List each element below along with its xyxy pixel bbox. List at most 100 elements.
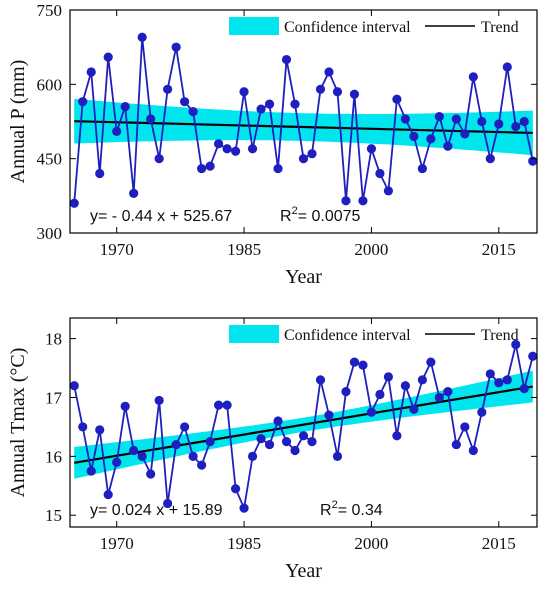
x-tick-label: 2015 [482,534,516,553]
x-tick-label: 2000 [354,534,388,553]
data-point [426,357,436,367]
data-point [477,116,487,127]
data-point [171,42,181,52]
r-squared-value: = 0.0075 [298,208,361,225]
data-point [366,407,377,417]
data-point [468,445,478,456]
data-point [324,67,334,77]
data-point [511,339,521,350]
data-point [163,84,173,94]
data-point [137,451,147,461]
data-point [519,384,529,394]
data-point [256,104,266,114]
x-axis-title: Year [285,560,322,582]
data-point [392,431,402,441]
data-point [375,168,385,179]
data-point [256,434,266,444]
data-point [375,389,385,400]
data-point [460,129,470,139]
data-point [307,149,317,159]
data-point [230,484,241,494]
data-point [264,99,275,109]
data-point [146,469,156,479]
data-point [264,439,275,450]
data-point [519,116,529,127]
legend-label-trend: Trend [481,19,519,36]
data-point [163,498,173,509]
data-point [120,401,130,411]
legend-label-confidence: Confidence interval [284,327,411,344]
data-point [451,439,461,450]
data-point [366,144,377,154]
data-point [86,466,96,476]
data-point [69,198,79,208]
data-point [129,188,139,198]
data-point [409,404,419,414]
data-point [315,375,326,385]
legend-swatch-confidence [229,17,279,35]
data-point [197,460,207,470]
legend-label-trend: Trend [481,327,519,344]
y-tick-label: 17 [45,388,63,407]
data-point [213,400,224,410]
data-point [205,161,215,171]
axes-frame [69,9,538,234]
data-point [180,97,190,107]
data-point [281,437,292,447]
data-point [485,369,495,379]
y-tick-label: 18 [45,330,62,349]
data-point [222,400,232,410]
data-point [460,422,470,432]
trend-line [74,385,533,464]
data-point [528,156,538,166]
legend-label-confidence: Confidence interval [284,19,411,36]
r-squared-sup: 2 [292,205,298,217]
data-point [69,381,79,391]
data-point [112,126,122,137]
data-point [349,89,360,99]
data-point [213,139,224,149]
x-tick-label: 1970 [100,534,134,553]
data-point [434,392,444,403]
data-point [358,196,368,206]
data-point [273,163,283,174]
y-tick-label: 750 [37,1,63,20]
data-point [494,119,504,129]
data-point [298,154,309,164]
data-point [400,381,410,391]
data-point [349,357,360,367]
data-point [341,386,351,397]
data-point [239,503,249,513]
panel-2: 1970 1985 2000 2015 15 16 17 18 Year Annual Tmax … [7,317,538,582]
data-point [281,54,292,65]
r-squared-value: = 0.34 [338,502,383,519]
data-point [477,407,487,417]
data-point [86,67,96,77]
legend: Confidence interval Trend [229,17,519,36]
data-point [528,351,538,361]
data-point [188,106,198,117]
legend-swatch-confidence [229,325,279,343]
data-point [112,457,122,467]
data-point [154,154,164,164]
r-squared-label: R [280,208,292,225]
data-point [443,141,453,151]
r-squared-label: R [320,502,332,519]
r-squared: R2= 0.34 [320,499,383,519]
data-point [171,439,181,450]
data-point [502,375,512,385]
data-point [332,87,343,97]
data-point [247,451,258,461]
data-point [443,386,453,397]
panel-1: 1970 1985 2000 2015 300 450 600 750 Year Annual P… [7,1,538,288]
y-tick-label: 300 [37,224,63,243]
x-tick-label: 1970 [100,240,134,259]
x-tick-label: 1985 [227,534,261,553]
data-point [78,422,88,432]
data-point [188,451,198,461]
r-squared-sup: 2 [332,499,338,511]
data-point [341,196,351,206]
data-point [247,144,258,154]
data-point [154,395,164,406]
